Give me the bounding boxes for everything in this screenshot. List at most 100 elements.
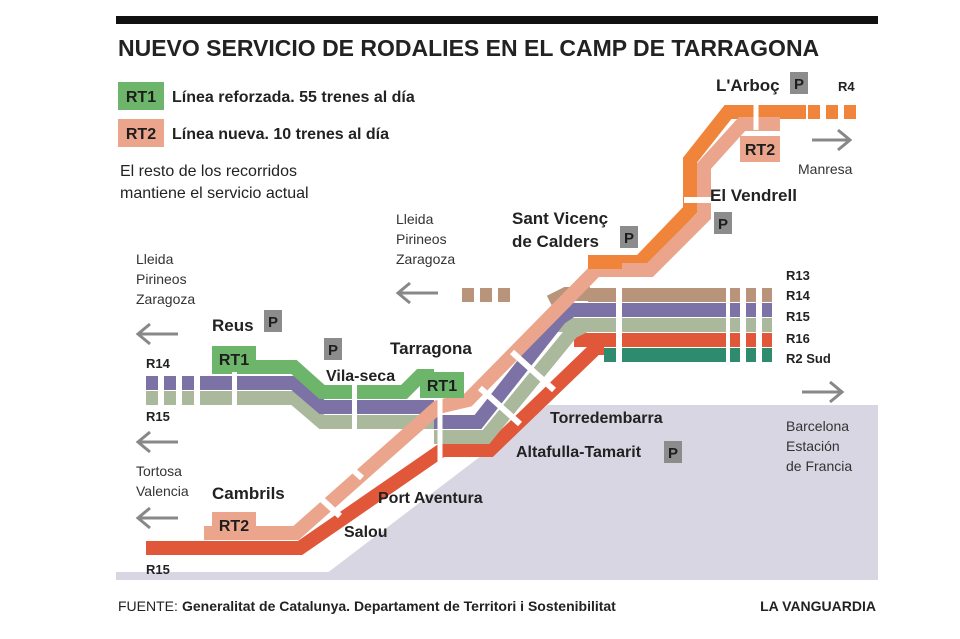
r2sud-track	[604, 348, 726, 362]
arrow-right-icon	[829, 380, 845, 404]
legend: RT1 Línea reforzada. 55 trenes al día RT…	[118, 82, 415, 202]
r14-dash	[746, 303, 756, 317]
station-sant-vicenc-1: Sant Vicenç	[512, 209, 608, 228]
parking-badge-altafulla-text: P	[668, 445, 678, 462]
sea-area	[318, 405, 878, 580]
vila-seca-divider	[352, 382, 357, 432]
r15-main-track	[434, 318, 590, 444]
rt1-badge-tarragona-text: RT1	[427, 378, 457, 395]
r4-dash	[826, 105, 838, 119]
arrow-left-icon	[135, 430, 151, 454]
r4-main-track	[588, 105, 806, 269]
dest-barcelona-1: Barcelona	[786, 418, 849, 434]
dest-lleida-upper-3: Zaragoza	[396, 251, 455, 267]
r16-dash	[746, 333, 756, 347]
legend-rt2-swatch	[118, 119, 164, 147]
salou-divider	[315, 493, 343, 519]
dest-lleida-upper-1: Lleida	[396, 211, 434, 227]
station-cambrils: Cambrils	[212, 484, 285, 503]
station-salou: Salou	[344, 524, 388, 541]
r15-west-track	[200, 391, 434, 429]
dest-tortosa-1: Tortosa	[136, 463, 182, 479]
rt2-badge-cambrils-text: RT2	[219, 518, 249, 535]
r14-track	[570, 303, 726, 317]
r16-main-track	[150, 341, 604, 555]
rt1-badge-reus	[212, 346, 256, 372]
r2sud-dash	[762, 348, 772, 362]
r4-dash	[808, 105, 820, 119]
parking-badge-sant-vicenc-text: P	[624, 230, 634, 247]
code-r13: R13	[786, 268, 810, 283]
sant-vicenc-divider	[616, 262, 622, 366]
station-tarragona: Tarragona	[390, 339, 472, 358]
dest-tortosa-2: Valencia	[136, 483, 189, 499]
r14-west-track	[200, 376, 434, 414]
parking-badge-el-vendrell-text: P	[718, 216, 728, 233]
r14-west-dash	[182, 376, 194, 390]
r15-track	[556, 318, 726, 332]
dest-lleida-upper-2: Pirineos	[396, 231, 447, 247]
station-arboc: L'Arboç	[716, 76, 780, 95]
r14-dash	[730, 303, 740, 317]
parking-badge-altafulla	[664, 441, 682, 463]
dest-lleida-left-3: Zaragoza	[136, 291, 195, 307]
rt2-badge-cambrils	[212, 512, 256, 538]
legend-rt1-swatch	[118, 82, 164, 110]
parking-badge-el-vendrell	[714, 212, 732, 234]
r13-dash	[462, 288, 474, 302]
code-r4: R4	[838, 79, 855, 94]
r15-west-dash	[182, 391, 194, 405]
station-reus: Reus	[212, 316, 254, 335]
parking-badge-sant-vicenc	[620, 226, 638, 248]
parking-badge-reus-text: P	[268, 314, 278, 331]
r13-track	[588, 288, 726, 302]
station-labels: L'Arboç El Vendrell Sant Vicenç de Calde…	[212, 76, 797, 541]
station-port-aventura: Port Aventura	[378, 490, 483, 507]
r2sud-dash	[730, 348, 740, 362]
main-corridor	[146, 100, 856, 555]
r15-west-dash	[146, 391, 158, 405]
footer-source: Generalitat de Catalunya. Departament de…	[182, 598, 616, 614]
badges: RT1 RT1 RT2 RT2 P P P P P P	[212, 72, 808, 538]
line-codes: R4 R13 R14 R15 R16 R2 Sud R14 R15 R15	[146, 79, 855, 577]
r14-west-dash	[164, 376, 176, 390]
rt2-badge-arboc-text: RT2	[745, 142, 775, 159]
parking-badge-reus	[264, 310, 282, 332]
parking-badge-arboc-text: P	[794, 76, 804, 93]
r16-track	[574, 333, 726, 347]
legend-rt1-text: Línea reforzada. 55 trenes al día	[172, 89, 415, 106]
code-r15-west: R15	[146, 409, 170, 424]
code-r15: R15	[786, 309, 810, 324]
rt2-upper-track	[622, 117, 780, 277]
code-r2sud: R2 Sud	[786, 351, 831, 366]
r15-south-dash	[146, 541, 158, 555]
reus-branch	[146, 352, 434, 432]
r13-dash	[480, 288, 492, 302]
east-bundle	[462, 262, 772, 366]
arrow-left-icon	[135, 506, 151, 530]
r16-dash	[762, 333, 772, 347]
r15-west-dash	[164, 391, 176, 405]
parking-badge-vila-seca	[324, 338, 342, 360]
r13-dash	[730, 288, 740, 302]
legend-note-line1: El resto de los recorridos	[120, 163, 297, 180]
top-rule	[116, 16, 878, 24]
port-aventura-divider	[342, 459, 364, 481]
rt1-badge-tarragona	[420, 372, 464, 398]
station-vila-seca: Vila-seca	[326, 368, 395, 385]
rt2-badge-arboc	[740, 136, 780, 162]
r14-dash	[762, 303, 772, 317]
r15-south-dash	[182, 541, 194, 555]
legend-note-line2: mantiene el servicio actual	[120, 185, 309, 202]
altafulla-divider	[509, 349, 557, 393]
parking-badge-vila-seca-text: P	[328, 342, 338, 359]
legend-rt2-code: RT2	[126, 126, 156, 143]
rt2-main-track	[204, 263, 622, 540]
bottom-band	[116, 572, 878, 580]
footer-brand: LA VANGUARDIA	[760, 598, 876, 614]
arrow-left-icon	[395, 281, 411, 305]
r2sud-dash	[746, 348, 756, 362]
code-r14: R14	[786, 288, 811, 303]
dest-barcelona-3: de Francia	[786, 458, 852, 474]
